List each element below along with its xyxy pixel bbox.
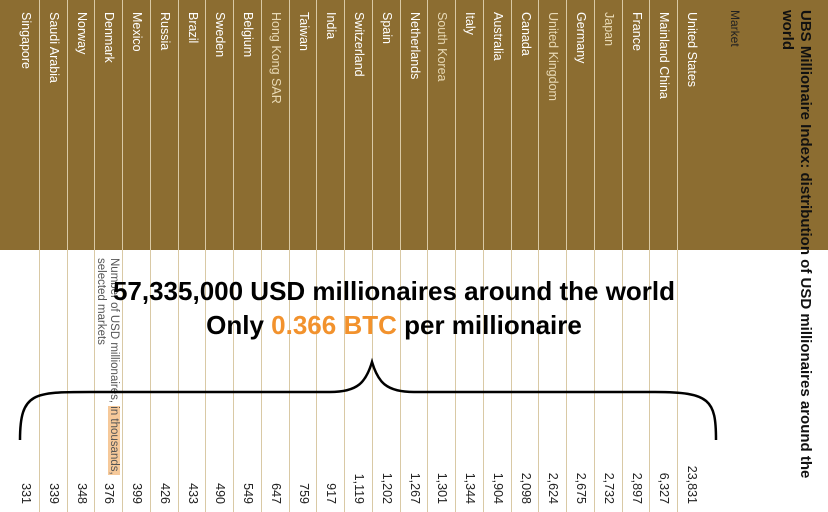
overlay-headline: 57,335,000 USD millionaires around the w… <box>112 276 676 306</box>
overlay-subline-prefix: Only <box>206 310 264 340</box>
overlay-subline: Only 0.366 BTC per millionaire <box>0 310 808 341</box>
overlay-subline-suffix: per millionaire <box>404 310 582 340</box>
btc-amount: 0.366 BTC <box>271 310 397 340</box>
